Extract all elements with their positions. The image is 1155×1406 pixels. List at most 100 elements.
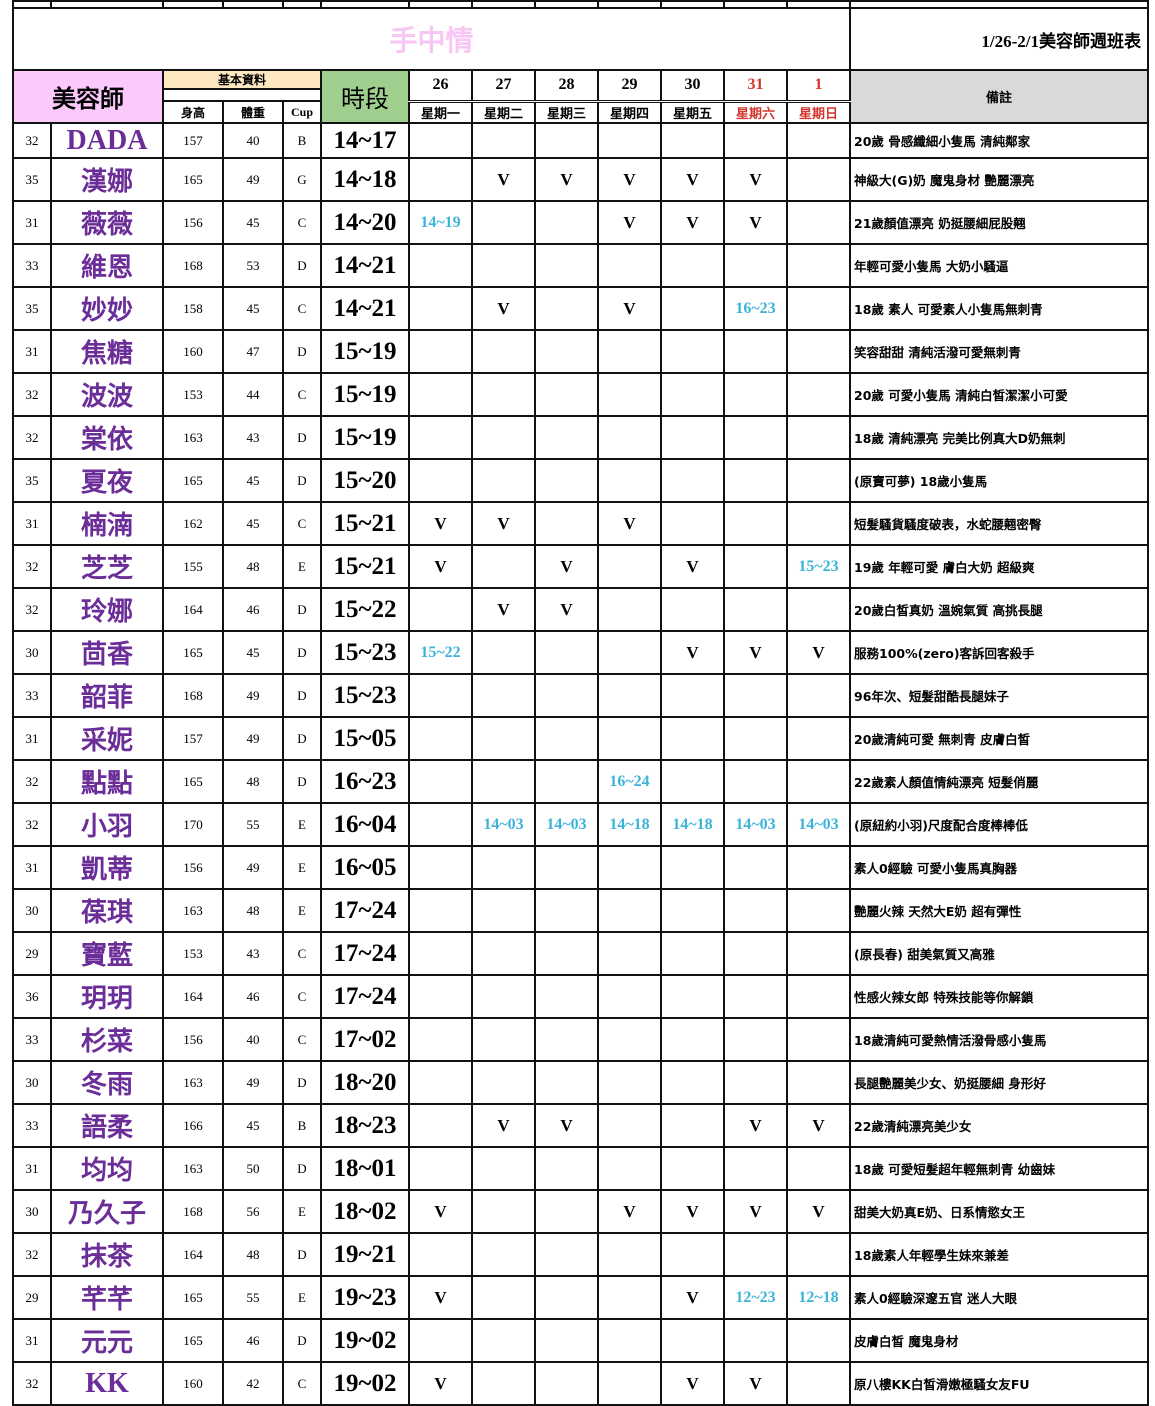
height-cell: 168 bbox=[162, 673, 224, 718]
weight-cell: 49 bbox=[222, 845, 284, 890]
age-cell: 32 bbox=[12, 544, 52, 589]
note-cell: 年輕可愛小隻馬 大奶小騷逼 bbox=[849, 243, 1149, 288]
stylist-name: 語柔 bbox=[50, 1103, 164, 1148]
schedule-cell bbox=[723, 974, 788, 1019]
note-cell: 22歲素人顏值情純漂亮 短髮俏麗 bbox=[849, 759, 1149, 804]
time-slot-cell: 18~01 bbox=[320, 1146, 410, 1191]
schedule-cell bbox=[723, 458, 788, 503]
schedule-cell bbox=[471, 200, 536, 245]
stylist-name: KK bbox=[50, 1361, 164, 1406]
age-cell: 36 bbox=[12, 974, 52, 1019]
stylist-name: 維恩 bbox=[50, 243, 164, 288]
stylist-row: 29 寶藍 153 43 C 17~24 (原長春) 甜美氣質又高雅 bbox=[12, 931, 1149, 976]
stylist-name: 抹茶 bbox=[50, 1232, 164, 1277]
stylist-name: 點點 bbox=[50, 759, 164, 804]
stylist-name: 元元 bbox=[50, 1318, 164, 1363]
weight-cell: 55 bbox=[222, 1275, 284, 1320]
schedule-cell bbox=[408, 329, 473, 374]
cup-cell: C bbox=[282, 974, 322, 1019]
cup-cell: D bbox=[282, 329, 322, 374]
height-cell: 164 bbox=[162, 587, 224, 632]
schedule-cell bbox=[597, 329, 662, 374]
cup-cell: B bbox=[282, 1103, 322, 1148]
height-cell: 156 bbox=[162, 845, 224, 890]
cup-cell: D bbox=[282, 630, 322, 675]
stylist-name: 楠湳 bbox=[50, 501, 164, 546]
shift-checkmark: V bbox=[534, 544, 599, 589]
age-cell: 31 bbox=[12, 1146, 52, 1191]
stylist-name: DADA bbox=[50, 122, 164, 159]
age-cell: 32 bbox=[12, 759, 52, 804]
schedule-cell bbox=[408, 587, 473, 632]
note-cell: 素人0經驗 可愛小隻馬真胸器 bbox=[849, 845, 1149, 890]
note-cell: 性感火辣女郎 特殊技能等你解鎖 bbox=[849, 974, 1149, 1019]
schedule-cell bbox=[471, 329, 536, 374]
day-weekday: 星期六 bbox=[723, 100, 788, 124]
schedule-cell bbox=[660, 1103, 725, 1148]
note-cell: 20歲 骨感纖細小隻馬 清純鄰家 bbox=[849, 122, 1149, 159]
weight-cell: 45 bbox=[222, 501, 284, 546]
schedule-cell bbox=[534, 1060, 599, 1105]
note-cell: 20歲清純可愛 無刺青 皮膚白皙 bbox=[849, 716, 1149, 761]
age-cell: 32 bbox=[12, 372, 52, 417]
stylist-row: 30 乃久子 168 56 E 18~02 V V V V V 甜美大奶真E奶、日系情慾女王 bbox=[12, 1189, 1149, 1234]
note-cell: 皮膚白皙 魔鬼身材 bbox=[849, 1318, 1149, 1363]
schedule-cell bbox=[534, 1361, 599, 1406]
schedule-cell bbox=[660, 716, 725, 761]
time-slot-cell: 15~19 bbox=[320, 329, 410, 374]
schedule-cell bbox=[471, 888, 536, 933]
cup-cell: C bbox=[282, 200, 322, 245]
weight-cell: 40 bbox=[222, 122, 284, 159]
schedule-cell bbox=[723, 372, 788, 417]
schedule-cell bbox=[471, 458, 536, 503]
note-cell: 短髮騷貨騷度破表，水蛇腰翹密臀 bbox=[849, 501, 1149, 546]
schedule-cell bbox=[534, 122, 599, 159]
schedule-cell bbox=[534, 1318, 599, 1363]
height-cell: 155 bbox=[162, 544, 224, 589]
weight-cell: 53 bbox=[222, 243, 284, 288]
time-slot-cell: 14~21 bbox=[320, 243, 410, 288]
schedule-cell bbox=[408, 372, 473, 417]
top-sliver-row bbox=[12, 0, 1149, 9]
schedule-cell bbox=[597, 1318, 662, 1363]
schedule-cell bbox=[786, 458, 851, 503]
age-cell: 35 bbox=[12, 286, 52, 331]
stylist-row: 33 語柔 166 45 B 18~23 V V V V 22歲清純漂亮美少女 bbox=[12, 1103, 1149, 1148]
height-cell: 168 bbox=[162, 243, 224, 288]
weight-header: 體重 bbox=[222, 100, 284, 124]
weight-cell: 55 bbox=[222, 802, 284, 847]
time-header: 時段 bbox=[320, 69, 410, 124]
age-cell: 32 bbox=[12, 802, 52, 847]
age-cell: 31 bbox=[12, 329, 52, 374]
day-date: 26 bbox=[408, 69, 473, 103]
height-cell: 163 bbox=[162, 1146, 224, 1191]
age-cell: 31 bbox=[12, 501, 52, 546]
cup-cell: D bbox=[282, 587, 322, 632]
schedule-cell bbox=[471, 1275, 536, 1320]
cup-cell: D bbox=[282, 1146, 322, 1191]
weight-cell: 48 bbox=[222, 544, 284, 589]
schedule-cell bbox=[471, 759, 536, 804]
shift-checkmark: V bbox=[408, 1189, 473, 1234]
stylist-name: 棠依 bbox=[50, 415, 164, 460]
schedule-cell bbox=[723, 544, 788, 589]
height-cell: 165 bbox=[162, 630, 224, 675]
schedule-cell bbox=[597, 587, 662, 632]
note-header: 備註 bbox=[849, 69, 1149, 124]
shift-checkmark: V bbox=[660, 544, 725, 589]
shift-checkmark: V bbox=[723, 630, 788, 675]
schedule-cell bbox=[597, 673, 662, 718]
schedule-cell bbox=[408, 286, 473, 331]
height-cell: 163 bbox=[162, 415, 224, 460]
schedule-cell bbox=[534, 243, 599, 288]
weight-cell: 49 bbox=[222, 1060, 284, 1105]
schedule-cell bbox=[786, 1017, 851, 1062]
schedule-cell bbox=[597, 458, 662, 503]
schedule-cell bbox=[786, 1232, 851, 1277]
stylist-row: 30 冬雨 163 49 D 18~20 長腿艷麗美少女、奶挺腰細 身形好 bbox=[12, 1060, 1149, 1105]
cup-cell: D bbox=[282, 415, 322, 460]
schedule-cell bbox=[471, 974, 536, 1019]
cup-cell: D bbox=[282, 673, 322, 718]
stylist-name: 韶菲 bbox=[50, 673, 164, 718]
schedule-cell bbox=[597, 243, 662, 288]
